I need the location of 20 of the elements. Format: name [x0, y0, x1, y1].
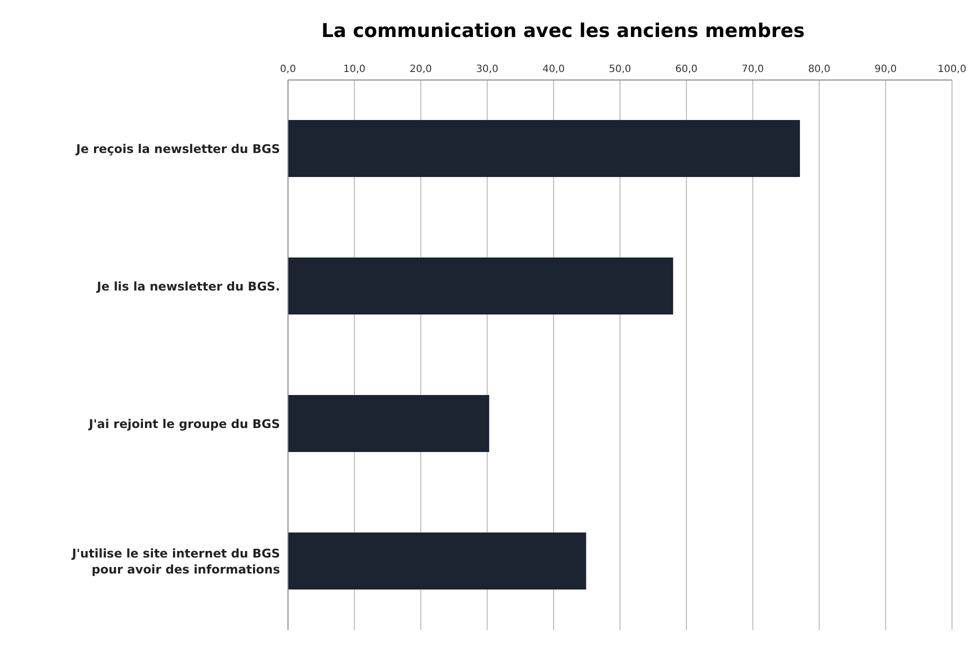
x-tick-label: 20,0 [410, 64, 432, 75]
x-tick-label: 0,0 [280, 64, 296, 75]
bar [288, 532, 586, 590]
x-tick-label: 80,0 [808, 64, 830, 75]
y-tick-label: J'ai rejoint le groupe du BGS [88, 416, 280, 431]
x-tick-label: 70,0 [742, 64, 764, 75]
x-tick-label: 90,0 [874, 64, 897, 75]
y-tick-label: Je reçois la newsletter du BGS [75, 142, 280, 156]
chart-title: La communication avec les anciens membres [320, 19, 806, 44]
x-tick-label: 60,0 [675, 64, 698, 75]
x-tick-label: 100,0 [938, 64, 966, 75]
bar [288, 120, 800, 177]
x-tick-label: 50,0 [608, 64, 632, 75]
bar [288, 258, 674, 314]
y-tick-label: J'utilise le site internet du BGS pour avoir des informations [71, 546, 280, 576]
x-tick-label: 40,0 [542, 64, 565, 75]
bar [288, 395, 490, 452]
y-tick-label: Je lis la newsletter du BGS. [96, 279, 280, 294]
x-tick-label: 10,0 [343, 64, 366, 75]
x-tick-label: 30,0 [476, 64, 498, 75]
